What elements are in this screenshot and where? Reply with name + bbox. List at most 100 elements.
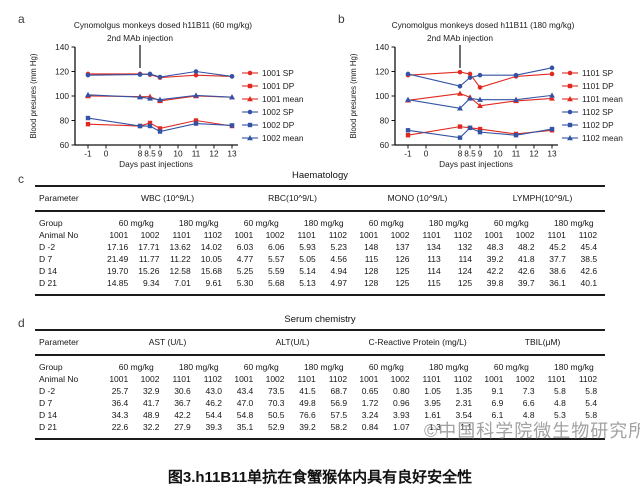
data-point	[549, 126, 555, 132]
value-cell: 3.93	[393, 410, 410, 420]
value-cell: 126	[395, 254, 410, 264]
y-tick-label: 80	[380, 115, 390, 125]
x-tick-label: 8.5	[144, 149, 156, 159]
x-tick-label: 10	[173, 149, 183, 159]
value-cell: 5.25	[236, 266, 254, 276]
value-cell: 17.16	[106, 242, 129, 252]
x-tick-label: 12	[529, 149, 539, 159]
y-tick-label: 60	[60, 140, 70, 150]
value-cell: 5.57	[267, 254, 285, 264]
animal-no: 1001	[359, 374, 379, 384]
data-point	[513, 133, 519, 138]
legend-marker	[567, 96, 573, 102]
data-point	[467, 71, 473, 77]
data-point	[193, 72, 199, 78]
value-cell: 113	[427, 254, 441, 264]
value-cell: 3.54	[455, 410, 473, 420]
value-cell: 47.0	[236, 398, 254, 408]
animal-no: 1102	[453, 230, 473, 240]
animal-no: 1002	[265, 374, 285, 384]
haematology-block: Haematology Parameter WBC (10^9/L) RBC(10^…	[35, 170, 606, 296]
serum-chemistry-block: Serum chemistry Parameter AST (U/L) ALT(U/…	[35, 314, 606, 440]
parameter-header-row: Parameter AST (U/L) ALT(U/L) C-Reactive Pro…	[35, 330, 606, 356]
value-cell: 21.49	[106, 254, 129, 264]
value-cell: 125	[395, 278, 410, 288]
value-cell: 6.1	[491, 410, 504, 420]
parameter-name: MONO (10^9/L)	[355, 186, 481, 212]
watermark: ©中国科学院微生物研究所	[424, 421, 640, 441]
animal-no: 1001	[234, 230, 254, 240]
day-label: D 21	[39, 422, 57, 432]
data-point	[477, 96, 483, 102]
value-cell: 36.4	[111, 398, 129, 408]
value-cell: 54.4	[205, 410, 223, 420]
value-cell: 40.1	[580, 278, 598, 288]
day-label: D -2	[39, 242, 56, 252]
value-cell: 25.7	[111, 386, 129, 396]
day-label: D -2	[39, 386, 56, 396]
animal-no: 1002	[515, 374, 535, 384]
parameter-header: Parameter	[35, 330, 105, 356]
annotation-label: 2nd MAb injection	[427, 33, 493, 43]
animal-no: 1102	[578, 374, 598, 384]
value-cell: 128	[364, 278, 379, 288]
value-cell: 0.96	[393, 398, 410, 408]
legend-label: 1002 mean	[262, 133, 304, 143]
legend-marker	[567, 83, 573, 89]
value-cell: 124	[457, 266, 473, 276]
value-cell: 27.9	[174, 422, 191, 432]
value-cell: 3.95	[424, 398, 441, 408]
animal-no: 1101	[297, 374, 316, 384]
value-cell: 50.5	[267, 410, 285, 420]
animal-no: 1102	[203, 374, 223, 384]
value-cell: 132	[457, 242, 473, 252]
parameter-name: LYMPH(10^9/L)	[480, 186, 606, 212]
y-tick-label: 120	[55, 66, 69, 76]
data-point	[457, 105, 463, 111]
value-cell: 35.1	[236, 422, 254, 432]
animal-no: 1002	[515, 230, 535, 240]
value-cell: 6.03	[236, 242, 254, 252]
value-cell: 4.8	[522, 410, 535, 420]
panel-letter-b: b	[338, 12, 345, 26]
x-tick-label: 8.5	[464, 149, 476, 159]
x-tick-label: 0	[424, 149, 429, 159]
group-row: Group 60 mg/kg 180 mg/kg 60 mg/kg 180 mg/kg 6…	[35, 211, 605, 229]
legend-marker	[567, 70, 573, 76]
value-cell: 5.8	[554, 386, 566, 396]
animal-no: 1101	[547, 230, 566, 240]
data-point	[477, 85, 483, 90]
x-axis-label: Days past injections	[439, 159, 513, 169]
value-cell: 54.8	[236, 410, 254, 420]
data-point	[457, 90, 463, 96]
value-cell: 5.23	[330, 242, 347, 252]
data-point	[193, 121, 199, 126]
group-dose: 180 mg/kg	[428, 218, 469, 228]
value-cell: 32.9	[142, 386, 160, 396]
value-cell: 41.5	[299, 386, 316, 396]
legend-marker	[567, 109, 573, 115]
animal-label: Animal No	[39, 230, 79, 240]
value-cell: 41.7	[142, 398, 160, 408]
value-cell: 4.97	[330, 278, 347, 288]
group-dose: 60 mg/kg	[368, 362, 404, 372]
value-cell: 39.3	[205, 422, 223, 432]
animal-no: 1101	[422, 230, 441, 240]
legend-marker	[247, 135, 253, 141]
y-tick-label: 140	[55, 42, 69, 52]
group-dose: 60 mg/kg	[243, 362, 279, 372]
parameter-name: WBC (10^9/L)	[105, 186, 230, 212]
x-tick-label: -1	[84, 149, 92, 159]
legend-marker	[247, 122, 253, 128]
chart-title: Cynomolgus monkeys dosed h11B11 (180 mg/…	[392, 20, 575, 30]
value-cell: 1.1	[460, 422, 473, 432]
series-line	[407, 71, 553, 89]
data-point	[467, 75, 473, 80]
value-cell: 1.61	[424, 410, 441, 420]
value-cell: 9.61	[205, 278, 222, 288]
blood-pressure-chart-180mgkg: Cynomolgus monkeys dosed h11B11 (180 mg/…	[349, 20, 623, 169]
value-cell: 39.2	[486, 254, 504, 264]
animal-no: 1101	[547, 374, 566, 384]
serum-chemistry-title: Serum chemistry	[284, 314, 356, 325]
data-point	[457, 83, 463, 89]
